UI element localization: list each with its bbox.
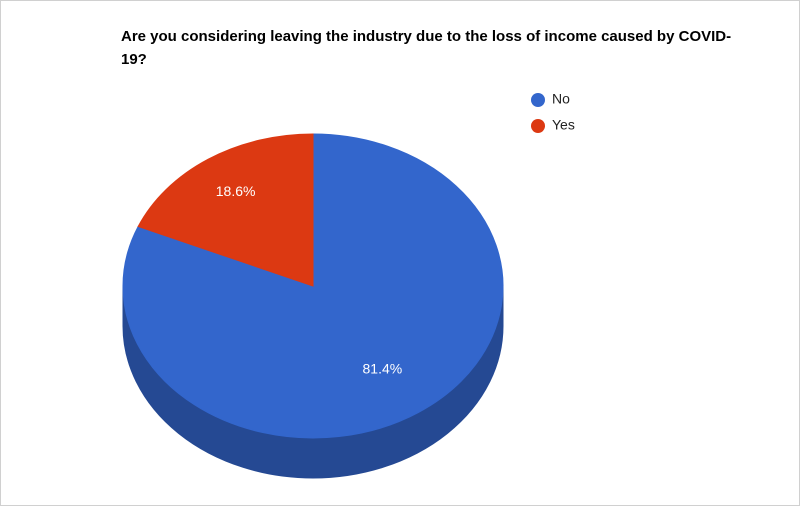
legend-swatch: [531, 93, 545, 107]
chart-title: Are you considering leaving the industry…: [121, 28, 732, 68]
legend-label: Yes: [552, 117, 575, 133]
pie-slice: [137, 133, 314, 287]
legend-swatch: [531, 119, 545, 133]
legend-label: No: [552, 91, 570, 107]
data-label: 18.6%: [216, 183, 256, 199]
data-label: 81.4%: [363, 360, 403, 376]
